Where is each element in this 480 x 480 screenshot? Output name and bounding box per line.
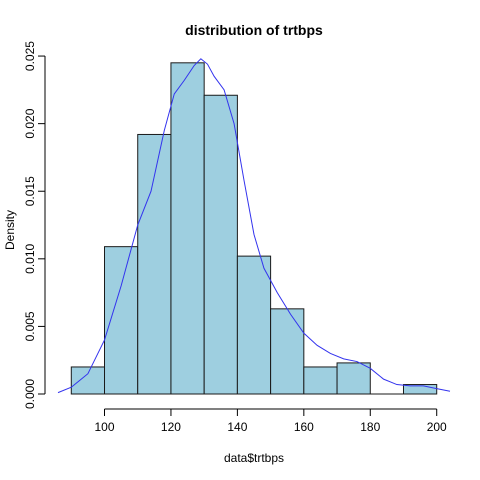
y-tick-label: 0.020 [23,108,37,138]
x-tick-label: 200 [427,420,447,434]
y-axis-label: Density [3,210,17,250]
y-tick-label: 0.000 [23,379,37,409]
histogram-bar [270,308,305,395]
x-axis-label: data$trtbps [224,451,284,465]
histogram-bar [402,384,438,395]
chart-title: distribution of trtbps [185,22,323,38]
x-axis: 100 120 140 160 180 200 [94,408,447,434]
histogram-bar [137,133,172,395]
density-curve-line [57,58,451,394]
x-tick-label: 180 [360,420,380,434]
histogram-bar [303,366,338,395]
y-tick-label: 0.005 [23,311,37,341]
x-tick-label: 100 [94,420,114,434]
histogram-bar [236,255,272,395]
y-axis: 0.000 0.005 0.010 0.015 0.020 0.025 [23,41,46,409]
histogram-bar [104,246,139,395]
y-tick-label: 0.015 [23,176,37,206]
histogram-bar [203,94,238,395]
y-tick-label: 0.025 [23,41,37,71]
y-tick-label: 0.010 [23,243,37,273]
x-tick-label: 120 [161,420,181,434]
x-tick-label: 160 [294,420,314,434]
histogram-bar [170,62,205,395]
x-tick-label: 140 [227,420,247,434]
histogram-bar [70,366,106,395]
histogram-bars [70,62,438,395]
histogram-bar [336,362,371,395]
